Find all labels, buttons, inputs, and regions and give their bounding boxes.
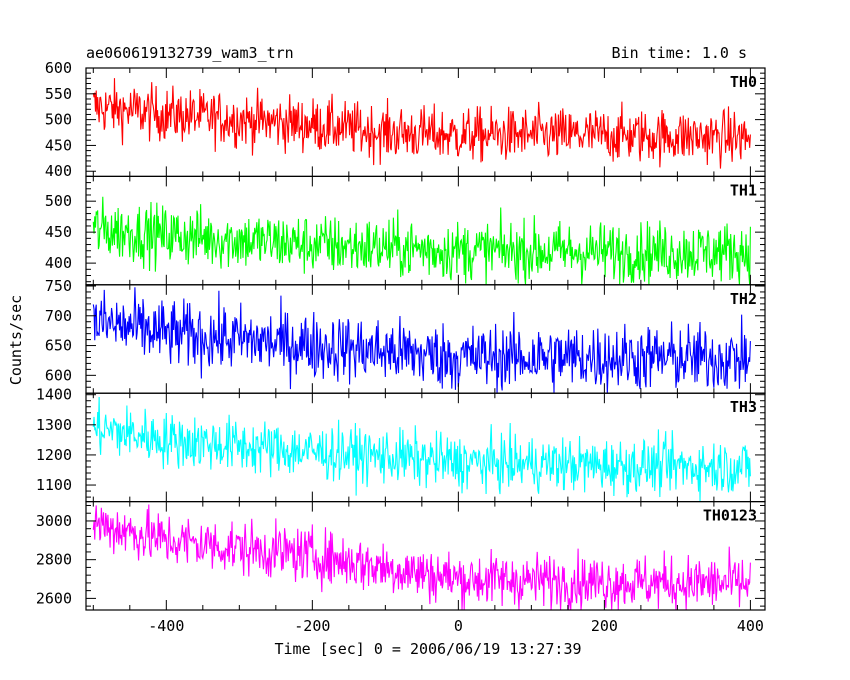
y-tick-label: 450 [45, 223, 72, 241]
y-tick-label: 1300 [36, 416, 72, 434]
series-th0123 [92, 504, 751, 611]
y-tick-label: 3000 [36, 512, 72, 530]
panel-frame-th1 [85, 175, 766, 286]
y-tick-label: 450 [45, 136, 72, 154]
series-th3 [92, 397, 751, 502]
y-tick-label: 1100 [36, 476, 72, 494]
y-tick-label: 700 [45, 307, 72, 325]
y-tick-label: 650 [45, 337, 72, 355]
x-tick-label: 0 [454, 617, 463, 635]
y-tick-label: 2800 [36, 551, 72, 569]
panel-label-th0123: TH0123 [703, 507, 757, 525]
series-th2 [92, 287, 751, 394]
bin-time-label: Bin time: 1.0 s [611, 44, 747, 62]
y-tick-label: 1200 [36, 446, 72, 464]
x-axis-label: Time [sec] 0 = 2006/06/19 13:27:39 [274, 640, 582, 658]
y-tick-label: 1400 [36, 386, 72, 404]
y-tick-label: 550 [45, 85, 72, 103]
panel-label-th3: TH3 [730, 398, 757, 416]
series-th0 [92, 78, 751, 169]
y-tick-label: 400 [45, 254, 72, 272]
y-tick-label: 500 [45, 111, 72, 129]
panel-label-th0: TH0 [730, 73, 757, 91]
panel-label-th2: TH2 [730, 290, 757, 308]
chart-title: ae060619132739_wam3_trn [86, 44, 294, 62]
y-tick-label: 600 [45, 366, 72, 384]
y-tick-label: 750 [45, 277, 72, 295]
panel-label-th1: TH1 [730, 181, 757, 199]
y-tick-label: 500 [45, 192, 72, 210]
y-tick-label: 2600 [36, 589, 72, 607]
y-tick-label: 400 [45, 162, 72, 180]
x-tick-label: 400 [737, 617, 764, 635]
x-tick-label: -200 [294, 617, 330, 635]
y-tick-label: 600 [45, 59, 72, 77]
x-tick-label: 200 [591, 617, 618, 635]
x-tick-label: -400 [148, 617, 184, 635]
series-th1 [92, 196, 751, 285]
panel-frame-th0123 [85, 501, 766, 611]
